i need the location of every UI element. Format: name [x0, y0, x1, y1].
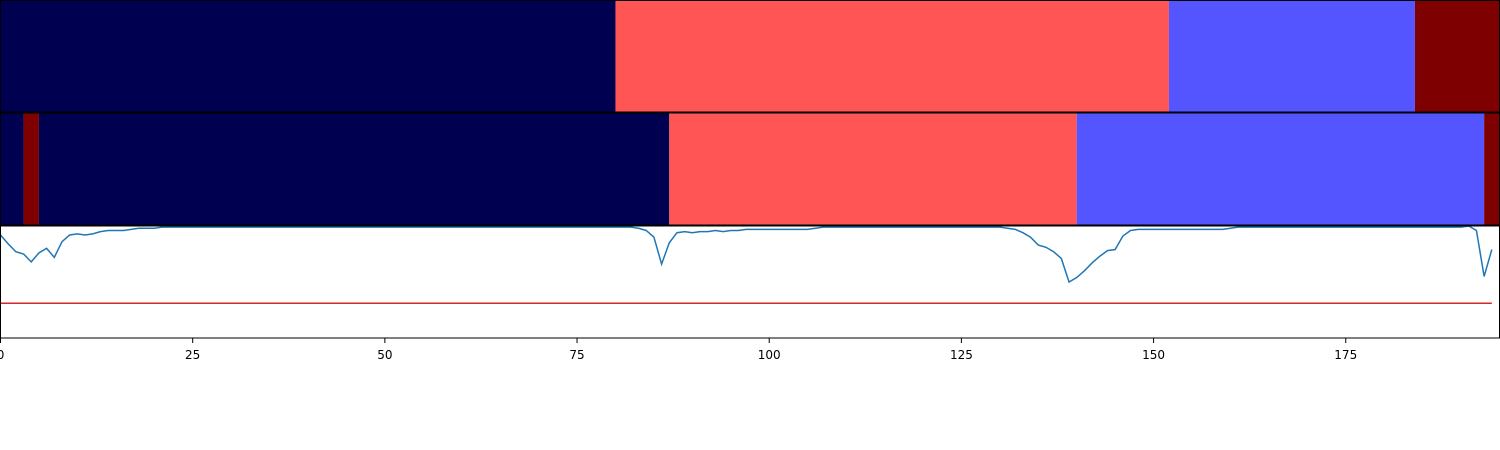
axes-frame	[0, 225, 1500, 339]
x-tick-label: 50	[377, 348, 392, 362]
x-tick-label: 175	[1334, 348, 1357, 362]
x-tick-label: 150	[1142, 348, 1165, 362]
segment	[1414, 0, 1500, 112]
x-tick-label: 125	[950, 348, 973, 362]
segment	[615, 0, 1169, 112]
x-tick-label: 75	[569, 348, 584, 362]
score-line	[0, 226, 1493, 284]
segment	[0, 113, 24, 225]
segment	[23, 113, 39, 225]
line-plot	[0, 226, 1493, 305]
x-tick-label: 25	[185, 348, 200, 362]
x-tick-label: 100	[758, 348, 781, 362]
segment	[0, 0, 616, 112]
segment	[669, 113, 1077, 225]
segment	[38, 113, 670, 225]
segment	[1168, 0, 1415, 112]
segment	[1484, 113, 1500, 225]
segment	[1076, 113, 1485, 225]
x-tick-label: 0	[0, 348, 4, 362]
